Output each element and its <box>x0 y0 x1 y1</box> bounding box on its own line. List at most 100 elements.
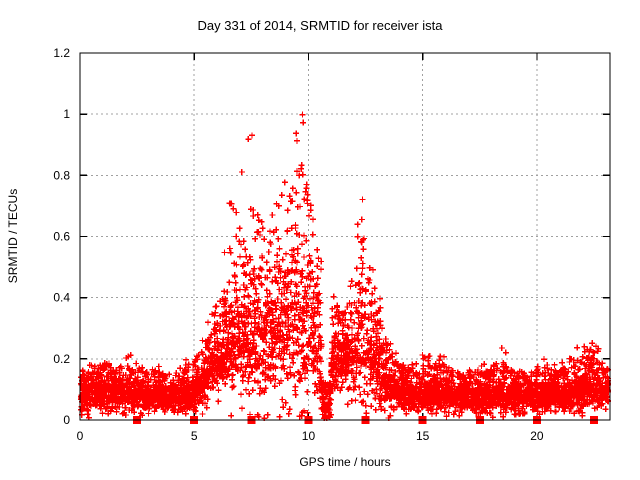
data-point <box>299 322 306 329</box>
data-point <box>356 279 363 286</box>
data-point <box>250 330 257 337</box>
data-point <box>265 249 272 256</box>
data-point <box>294 268 301 275</box>
data-point <box>328 371 335 378</box>
data-point <box>166 371 173 378</box>
data-point <box>269 312 276 319</box>
data-point <box>370 389 377 396</box>
data-point <box>161 372 168 379</box>
data-point <box>284 227 291 234</box>
data-point <box>332 313 339 320</box>
data-point <box>292 224 299 231</box>
data-point <box>261 236 268 243</box>
data-point <box>228 309 235 316</box>
data-point <box>371 298 378 305</box>
data-point <box>280 362 287 369</box>
data-point <box>276 286 283 293</box>
data-point <box>228 200 235 207</box>
data-point <box>231 333 238 340</box>
data-point <box>242 272 249 279</box>
data-point <box>426 352 433 359</box>
data-point <box>125 379 132 386</box>
data-point <box>348 331 355 338</box>
data-point <box>369 266 376 273</box>
data-point <box>293 189 300 196</box>
data-point <box>359 286 366 293</box>
data-point <box>302 327 309 334</box>
data-point <box>450 380 457 387</box>
x-tick-label: 10 <box>302 429 316 443</box>
data-point <box>565 368 572 375</box>
data-point <box>222 297 229 304</box>
data-point <box>240 261 247 268</box>
data-point <box>222 380 229 387</box>
data-point <box>233 209 240 216</box>
data-point <box>247 256 254 263</box>
data-point <box>226 279 233 286</box>
data-point <box>422 368 429 375</box>
data-point <box>501 380 508 387</box>
data-point <box>256 355 263 362</box>
data-point <box>461 374 468 381</box>
data-point <box>272 274 279 281</box>
data-point <box>262 385 269 392</box>
data-point <box>294 324 301 331</box>
data-point <box>240 372 247 379</box>
data-point <box>338 357 345 364</box>
data-point <box>282 399 289 406</box>
data-point <box>303 237 310 244</box>
x-tick-label: 15 <box>416 429 430 443</box>
data-point <box>370 312 377 319</box>
data-point <box>382 364 389 371</box>
y-tick-label: 1 <box>63 107 70 121</box>
data-point <box>368 316 375 323</box>
data-point <box>221 303 228 310</box>
data-point <box>230 383 237 390</box>
data-point <box>104 373 111 380</box>
data-point <box>323 391 330 398</box>
data-point <box>589 340 596 347</box>
data-point <box>244 259 251 266</box>
data-point <box>559 359 566 366</box>
data-point <box>214 347 221 354</box>
data-point <box>310 275 317 282</box>
data-point <box>251 297 258 304</box>
data-point <box>353 364 360 371</box>
data-point <box>84 406 91 413</box>
data-point <box>242 324 249 331</box>
data-point <box>448 377 455 384</box>
data-point <box>289 185 296 192</box>
data-point <box>85 407 92 414</box>
data-point <box>359 265 366 272</box>
data-point <box>348 278 355 285</box>
data-point <box>280 404 287 411</box>
data-point <box>240 238 247 245</box>
data-point <box>185 378 192 385</box>
data-point <box>354 350 361 357</box>
data-point <box>547 407 554 414</box>
data-point <box>574 344 581 351</box>
data-point <box>372 406 379 413</box>
data-point <box>339 379 346 386</box>
data-point <box>299 267 306 274</box>
data-point <box>293 130 300 137</box>
x-axis-label: GPS time / hours <box>299 455 390 469</box>
data-point <box>255 228 262 235</box>
data-point <box>489 414 496 421</box>
data-point <box>257 232 264 239</box>
data-point <box>301 318 308 325</box>
data-point <box>392 369 399 376</box>
data-point <box>270 349 277 356</box>
x-tick-label: 5 <box>191 429 198 443</box>
data-point <box>157 381 164 388</box>
data-point <box>243 284 250 291</box>
data-point <box>507 372 514 379</box>
x-tick-label: 0 <box>77 429 84 443</box>
data-point <box>215 398 222 405</box>
data-point <box>258 253 265 260</box>
data-point <box>245 374 252 381</box>
data-point <box>283 296 290 303</box>
data-point <box>347 309 354 316</box>
data-point <box>284 207 291 214</box>
data-point <box>237 253 244 260</box>
